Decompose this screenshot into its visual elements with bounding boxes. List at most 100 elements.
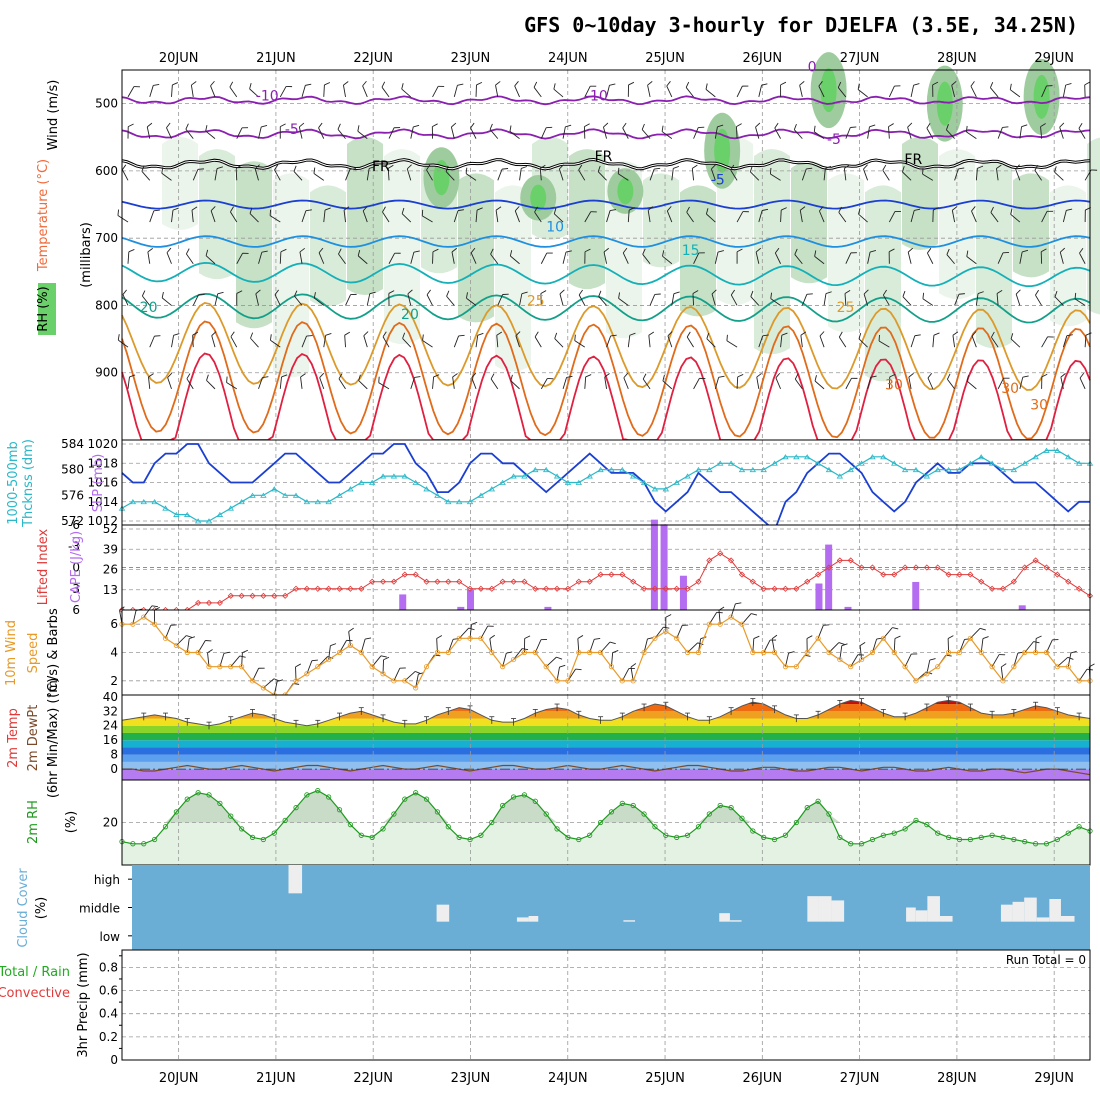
upper-wind-barb xyxy=(863,293,869,306)
rh-line-point xyxy=(565,834,571,840)
cloud-middle-block xyxy=(927,896,940,922)
rh-shade-high xyxy=(714,128,731,173)
lifted-index-point xyxy=(499,578,506,585)
wind-speed-line-point xyxy=(956,649,963,656)
surface-wind-barb-feather xyxy=(929,658,936,661)
contour-label: FR xyxy=(595,149,613,165)
contour-label: -5 xyxy=(285,122,299,138)
wind-speed-line-point xyxy=(717,621,723,627)
upper-wind-barb-feather xyxy=(933,207,939,211)
cloud-middle-block xyxy=(915,910,928,922)
upper-wind-barb-feather xyxy=(850,126,857,128)
thickness-point xyxy=(706,466,713,473)
thickness-axis-label-1: 1000-500mb xyxy=(6,441,21,525)
date-label-top: 29JUN xyxy=(1034,51,1074,66)
upper-wind-barb-feather xyxy=(173,333,180,336)
upper-wind-barb-feather xyxy=(673,291,680,295)
upper-wind-barb xyxy=(422,340,433,348)
upper-wind-barb-feather xyxy=(755,247,762,253)
upper-wind-barb xyxy=(1078,128,1086,139)
upper-wind-barb xyxy=(845,252,852,264)
wind-speed-line-point xyxy=(1065,664,1071,670)
upper-wind-barb xyxy=(990,212,999,223)
upper-wind-barb xyxy=(345,169,351,181)
thickness-point xyxy=(1021,460,1028,466)
thickness-point xyxy=(901,466,909,473)
lifted-index-point xyxy=(923,564,930,571)
upper-wind-barb xyxy=(1019,251,1023,264)
surface-wind-barb-feather xyxy=(577,635,584,639)
upper-wind-barb-feather xyxy=(1022,375,1029,378)
lifted-index-point xyxy=(793,585,800,592)
upper-wind-barb-feather xyxy=(888,123,894,128)
lifted-index-point xyxy=(227,592,234,599)
upper-wind-barb xyxy=(1041,211,1048,223)
upper-wind-barb xyxy=(574,340,586,348)
upper-wind-barb-feather xyxy=(128,123,134,128)
rh-line-point xyxy=(336,807,343,813)
upper-wind-barb xyxy=(258,377,263,390)
rh-line-point xyxy=(173,809,179,815)
upper-wind-barb xyxy=(843,168,847,181)
cape-bar xyxy=(544,606,552,610)
upper-wind-barb xyxy=(210,210,216,223)
upper-wind-barb-feather xyxy=(762,208,769,211)
thickness-point xyxy=(1054,447,1061,453)
thickness-point xyxy=(499,479,506,485)
upper-wind-barb xyxy=(1041,336,1049,348)
upper-wind-barb xyxy=(858,338,868,348)
rh-line-point xyxy=(1000,834,1006,840)
upper-wind-barb xyxy=(838,212,847,223)
wind-speed-line-point xyxy=(206,664,212,670)
rh-line-point xyxy=(326,794,332,800)
date-label-bottom: 23JUN xyxy=(451,1071,491,1086)
upper-wind-barb xyxy=(867,251,871,264)
upper-wind-barb xyxy=(627,335,631,348)
upper-wind-barb-feather xyxy=(381,81,386,88)
upper-wind-barb xyxy=(888,126,890,139)
temp-tick: 0 xyxy=(110,762,118,776)
upper-wind-barb-feather xyxy=(642,248,646,255)
upper-wind-barb xyxy=(618,298,629,306)
upper-wind-barb xyxy=(236,127,243,139)
upper-wind-barb-feather xyxy=(521,291,528,295)
rh-line-point xyxy=(641,811,647,817)
upper-wind-barb xyxy=(693,378,700,390)
upper-wind-barb xyxy=(301,85,306,98)
thickness-point xyxy=(281,492,289,498)
upper-wind-barb xyxy=(927,377,934,390)
upper-wind-barb xyxy=(603,251,608,264)
upper-wind-barb-feather xyxy=(280,248,287,253)
upper-wind-barb-feather xyxy=(838,331,843,338)
upper-wind-barb xyxy=(453,85,458,98)
upper-wind-barb xyxy=(770,173,781,181)
temp-axis-label-1: 2m Temp xyxy=(6,708,21,768)
lifted-index-point xyxy=(445,578,452,585)
upper-wind-barb-feather xyxy=(553,207,557,214)
surface-wind-barb-feather xyxy=(311,659,318,662)
rh-shade xyxy=(791,161,827,284)
temp-axis-label-3: (6hr Min/Max) (°C) xyxy=(46,678,61,798)
thickness-point xyxy=(988,460,996,466)
cloud-middle-block xyxy=(1000,904,1013,922)
upper-wind-barb xyxy=(952,335,956,348)
date-label-top: 20JUN xyxy=(159,51,199,66)
upper-wind-barb xyxy=(171,335,175,348)
upper-wind-barb-feather xyxy=(908,373,914,378)
upper-wind-barb xyxy=(606,335,612,348)
upper-wind-barb-feather xyxy=(470,122,475,129)
upper-wind-barb xyxy=(206,380,216,390)
upper-wind-barb xyxy=(338,378,346,390)
wind-tick: 4 xyxy=(110,646,118,660)
upper-wind-barb-feather xyxy=(117,334,120,341)
upper-wind-barb xyxy=(117,215,129,223)
upper-wind-barb xyxy=(279,376,282,389)
upper-wind-barb-feather xyxy=(249,82,252,89)
rh-line-point xyxy=(380,826,386,832)
lifted-index-point xyxy=(608,571,615,578)
wind-speed-line-point xyxy=(239,664,245,670)
rh-line-point xyxy=(369,834,375,840)
upper-wind-barb-feather xyxy=(946,373,951,380)
precip-frame xyxy=(121,949,1091,1061)
